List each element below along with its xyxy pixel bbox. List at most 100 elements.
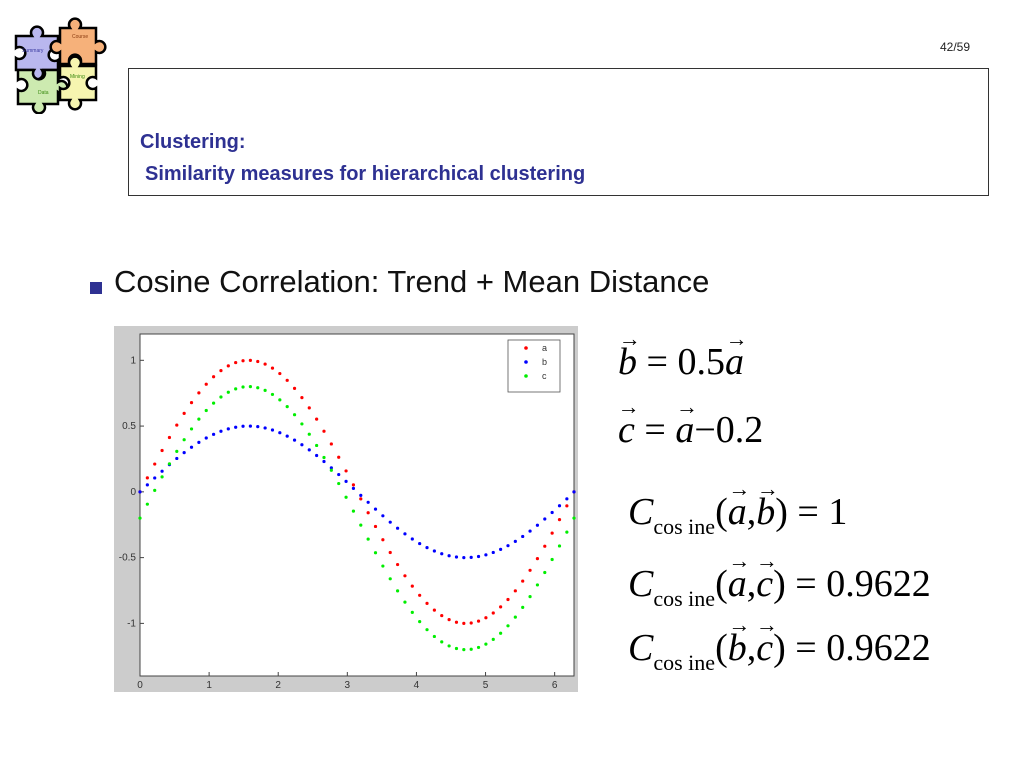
data-point (462, 648, 466, 652)
data-point (491, 637, 495, 641)
sine-chart: 0 1 2 3 4 5 6 1 0.5 0 -0.5 -1 abc (114, 326, 578, 692)
data-point (513, 615, 517, 619)
data-point (572, 490, 576, 494)
data-point (535, 523, 540, 527)
data-point (366, 537, 370, 541)
logo-label-course: Course (72, 34, 88, 40)
data-point (410, 610, 414, 614)
data-point (565, 497, 569, 501)
data-point (138, 516, 142, 520)
data-point (204, 382, 208, 386)
data-point (469, 555, 473, 560)
data-point (204, 436, 208, 440)
data-point (351, 483, 356, 487)
vector-a: a (675, 408, 694, 452)
data-point (418, 620, 422, 624)
data-point (300, 443, 304, 447)
data-point (344, 479, 348, 483)
data-point (410, 584, 414, 588)
vector-a: a (728, 562, 747, 606)
x-tick-label: 4 (414, 680, 420, 691)
data-point (145, 476, 149, 480)
data-point (410, 537, 414, 541)
vector-b: b (756, 490, 775, 534)
eq2-const: 0.2 (715, 409, 764, 451)
data-point (395, 589, 400, 593)
data-point (506, 544, 510, 548)
page-number: 42/59 (940, 40, 971, 54)
data-point (543, 570, 547, 575)
legend-label-b: b (542, 357, 547, 367)
data-point (344, 495, 348, 499)
data-point (226, 427, 230, 431)
data-point (476, 645, 481, 650)
data-point (499, 547, 503, 551)
legend-label-a: a (542, 343, 547, 353)
x-tick-label: 6 (552, 680, 558, 691)
data-point (425, 628, 429, 632)
data-point (256, 359, 260, 364)
data-point (263, 362, 267, 366)
data-point (359, 493, 363, 497)
cosine-fn: C (628, 491, 654, 533)
data-point (513, 589, 517, 593)
data-point (256, 425, 260, 429)
data-point (454, 555, 459, 559)
data-point (557, 504, 562, 508)
data-point (521, 534, 525, 539)
vector-c: c (756, 626, 773, 670)
y-tick-label: 0 (130, 487, 136, 498)
data-point (432, 608, 436, 612)
data-point (550, 510, 554, 515)
data-point (381, 538, 385, 542)
data-point (175, 423, 179, 427)
data-point (535, 557, 540, 561)
data-point (454, 620, 459, 624)
puzzle-logo: Summary Course Mining Data (14, 17, 107, 114)
data-point (300, 422, 304, 426)
data-point (432, 549, 436, 553)
data-point (307, 432, 311, 436)
data-point (513, 539, 517, 543)
data-point (359, 497, 363, 501)
data-point (521, 605, 525, 609)
title-box: Clustering: Similarity measures for hier… (128, 68, 989, 196)
data-point (440, 552, 444, 556)
x-tick-label: 2 (275, 680, 281, 691)
data-point (359, 523, 363, 527)
data-point (351, 486, 356, 490)
slide-title: Clustering: (140, 131, 246, 153)
data-point (565, 530, 569, 534)
vector-c: c (618, 408, 635, 452)
data-point (425, 546, 429, 550)
x-tick-label: 1 (206, 680, 212, 691)
data-point (315, 443, 319, 448)
data-point (403, 574, 407, 578)
data-point (337, 481, 341, 486)
data-point (153, 488, 157, 492)
data-point (528, 568, 532, 572)
data-point (543, 544, 547, 548)
data-point (263, 388, 267, 392)
legend-marker-c (524, 374, 528, 378)
plot-area (139, 333, 575, 677)
data-point (234, 425, 238, 429)
data-point (241, 424, 245, 428)
data-point (366, 511, 370, 515)
bullet-text: Cosine Correlation: Trend + Mean Distanc… (114, 264, 710, 299)
data-point (292, 413, 297, 417)
puzzle-piece-mining (58, 55, 98, 111)
data-point (322, 429, 326, 433)
data-point (491, 550, 495, 555)
data-point (219, 369, 223, 373)
data-point (381, 514, 385, 518)
data-point (270, 366, 275, 370)
eq1-coef: 0.5 (677, 341, 725, 383)
data-point (440, 640, 444, 644)
data-point (447, 618, 451, 622)
logo-label-summary: Summary (22, 48, 44, 54)
data-point (484, 616, 488, 620)
data-point (145, 502, 149, 506)
data-point (432, 634, 436, 639)
data-point (226, 390, 230, 394)
